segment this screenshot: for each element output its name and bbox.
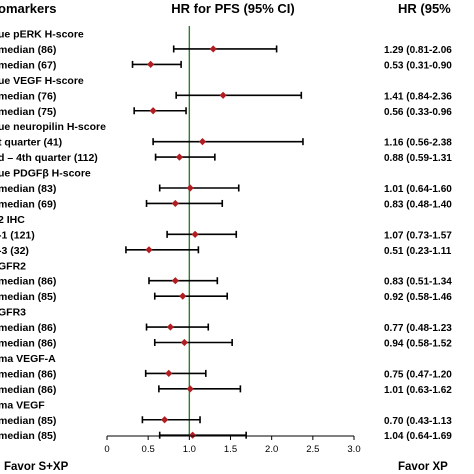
row-label: median (76) (0, 90, 56, 102)
hr-value: 0.51 (0.23-1.11 (384, 246, 452, 257)
favor-right-label: Favor XP (398, 461, 448, 473)
x-tick-label: 2.5 (306, 444, 319, 455)
hr-value: 1.04 (0.64-1.69 (384, 431, 452, 442)
x-tick-label: 1.5 (224, 444, 237, 455)
hr-value: 0.53 (0.31-0.90 (384, 60, 452, 71)
row-label: median (86) (0, 322, 56, 334)
x-axis-ticks: 0 0.5 1.0 1.5 2.0 2.5 3.0 (104, 436, 361, 455)
hr-value: 1.41 (0.84-2.36 (384, 91, 452, 102)
hr-value: 1.29 (0.81-2.06 (384, 45, 452, 56)
hr-marker (180, 338, 188, 347)
x-tick-label: 3.0 (347, 444, 360, 455)
row-label: median (75) (0, 106, 56, 118)
row-label: d – 4th quarter (112) (0, 152, 98, 164)
x-tick-label: 0.5 (142, 444, 155, 455)
row-label: median (85) (0, 430, 56, 442)
row-label: -3 (32) (0, 245, 29, 257)
row-label: median (86) (0, 338, 56, 350)
group-header: ue neuropilin H-score (0, 121, 106, 133)
hr-marker (145, 246, 153, 254)
group-header: ma VEGF-A (0, 353, 56, 365)
favor-left-label: Favor S+XP (4, 461, 69, 473)
hr-value: 0.83 (0.48-1.40 (384, 199, 452, 210)
right-column-header: HR (95% (398, 1, 451, 16)
hr-value: 0.56 (0.33-0.96 (384, 107, 452, 118)
forest-rows: ue pERK H-score median (86) 1.29 (0.81-2.0… (0, 29, 452, 443)
row-label: median (67) (0, 59, 56, 71)
hr-value: 0.83 (0.51-1.34 (384, 277, 452, 288)
row-label: median (69) (0, 198, 56, 210)
row-label: median (85) (0, 415, 56, 427)
hr-marker (219, 91, 227, 99)
hr-value: 1.07 (0.73-1.57 (384, 230, 452, 241)
hr-marker (191, 230, 199, 238)
hr-value: 0.94 (0.58-1.52 (384, 339, 452, 350)
hr-marker (161, 416, 169, 424)
hr-value: 0.70 (0.43-1.13 (384, 416, 452, 427)
hr-marker (165, 369, 173, 377)
hr-value: 0.92 (0.58-1.46 (384, 292, 452, 303)
hr-marker (175, 153, 184, 161)
hr-value: 1.01 (0.64-1.60 (384, 184, 452, 195)
chart-title: HR for PFS (95% CI) (171, 1, 295, 16)
row-label: median (86) (0, 368, 56, 380)
hr-marker (147, 60, 155, 68)
row-label: median (83) (0, 183, 56, 195)
hr-marker (198, 138, 207, 146)
left-column-header: omarkers (0, 1, 57, 16)
hr-marker (209, 45, 217, 53)
group-header: ue pERK H-score (0, 29, 84, 41)
group-header: GFR2 (0, 260, 26, 272)
hr-value: 0.88 (0.59-1.31 (384, 153, 452, 164)
x-tick-label: 2.0 (265, 444, 278, 455)
row-label: t quarter (41) (0, 137, 62, 149)
hr-marker (166, 323, 174, 331)
row-label: median (86) (0, 276, 56, 288)
hr-value: 1.01 (0.63-1.62 (384, 385, 452, 396)
hr-marker (186, 385, 194, 393)
group-header: 2 IHC (0, 214, 25, 226)
hr-marker (179, 292, 187, 300)
group-header: GFR3 (0, 307, 26, 319)
row-label: -1 (121) (0, 229, 35, 241)
hr-marker (149, 107, 157, 115)
hr-value: 1.16 (0.56-2.38 (384, 138, 452, 149)
x-tick-label: 1.0 (183, 444, 196, 455)
group-header: ue PDGFβ H-score (0, 168, 91, 180)
group-header: ma VEGF (0, 399, 45, 411)
row-label: median (86) (0, 44, 56, 56)
hr-marker (186, 184, 194, 192)
hr-value: 0.75 (0.47-1.20 (384, 369, 452, 380)
hr-value: 0.77 (0.48-1.23 (384, 323, 452, 334)
x-tick-label: 0 (104, 444, 109, 455)
row-label: median (86) (0, 384, 56, 396)
row-label: median (85) (0, 291, 56, 303)
hr-marker (171, 199, 179, 208)
group-header: ue VEGF H-score (0, 75, 84, 87)
hr-marker (189, 431, 197, 439)
hr-marker (171, 277, 179, 285)
